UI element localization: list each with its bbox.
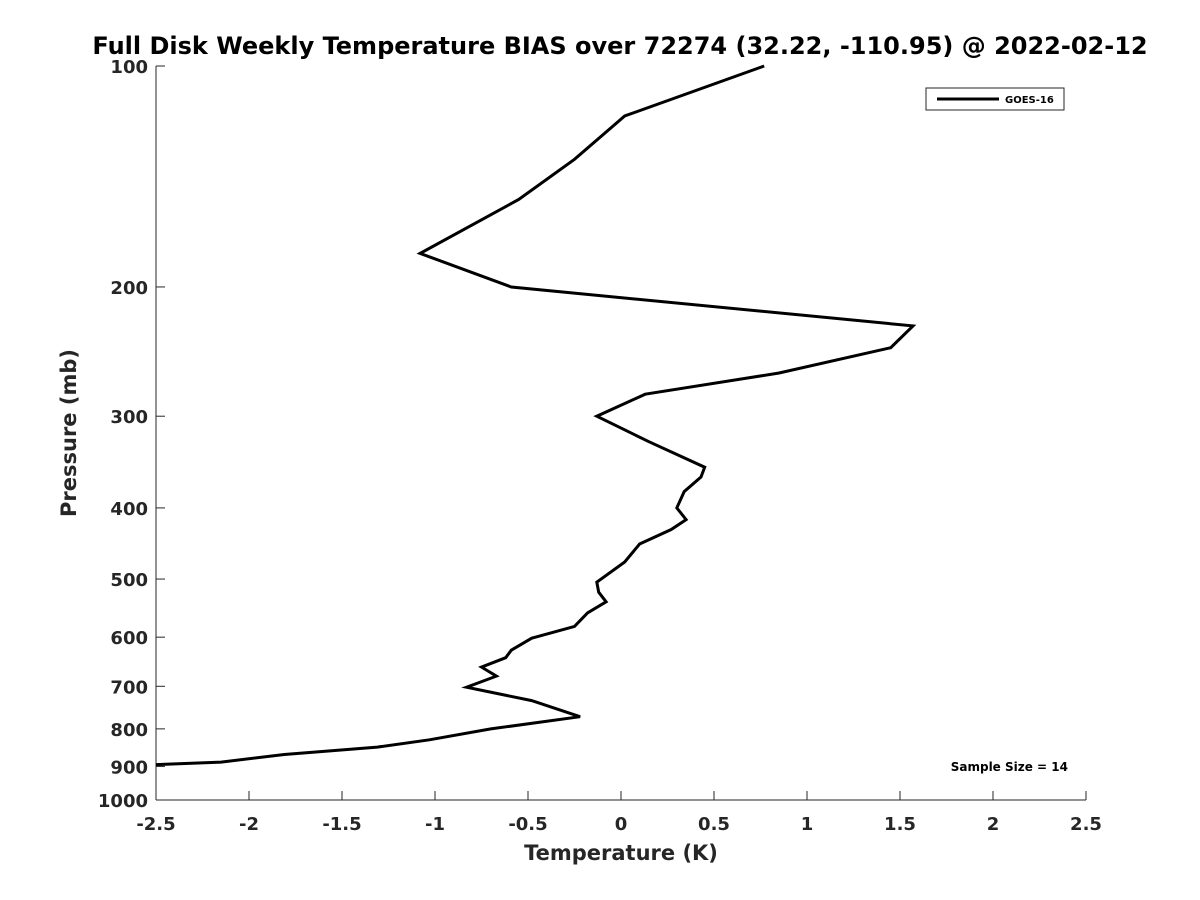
x-tick-label: -1 <box>425 814 445 835</box>
y-tick-label: 1000 <box>98 791 148 812</box>
series-line-goes-16 <box>155 64 917 767</box>
x-tick-label: 2 <box>987 814 1000 835</box>
y-tick-label: 900 <box>110 757 148 778</box>
series-layer <box>155 64 917 767</box>
x-tick-label: 0 <box>615 814 628 835</box>
x-axis-label: Temperature (K) <box>524 841 718 865</box>
y-ticks: 100 200 300 400 500 600 700 800 900 1000 <box>98 57 165 812</box>
x-ticks: -2.5 -2 -1.5 -1 -0.5 0 0.5 1 1.5 2 2.5 <box>136 791 1102 835</box>
y-axis-label: Pressure (mb) <box>57 349 81 517</box>
sample-size-annotation: Sample Size = 14 <box>951 760 1068 774</box>
y-tick-label: 400 <box>110 499 148 520</box>
x-tick-label: -2.5 <box>136 814 175 835</box>
x-tick-label: -2 <box>239 814 259 835</box>
chart-title: Full Disk Weekly Temperature BIAS over 7… <box>92 32 1147 60</box>
x-tick-label: 1 <box>801 814 814 835</box>
legend: GOES-16 <box>925 87 1065 111</box>
x-tick-label: 0.5 <box>698 814 730 835</box>
y-tick-label: 500 <box>110 570 148 591</box>
legend-label-goes-16: GOES-16 <box>1005 95 1054 106</box>
x-tick-label: 1.5 <box>884 814 916 835</box>
y-tick-label: 600 <box>110 628 148 649</box>
y-tick-label: 200 <box>110 278 148 299</box>
y-tick-label: 100 <box>110 57 148 78</box>
y-tick-label: 700 <box>110 677 148 698</box>
x-tick-label: -1.5 <box>322 814 361 835</box>
x-tick-label: 2.5 <box>1070 814 1102 835</box>
y-tick-label: 300 <box>110 407 148 428</box>
y-tick-label: 800 <box>110 720 148 741</box>
x-tick-label: -0.5 <box>508 814 547 835</box>
plot-area: -2.5 -2 -1.5 -1 -0.5 0 0.5 1 1.5 2 2.5 100 200 300 40… <box>98 57 1102 835</box>
